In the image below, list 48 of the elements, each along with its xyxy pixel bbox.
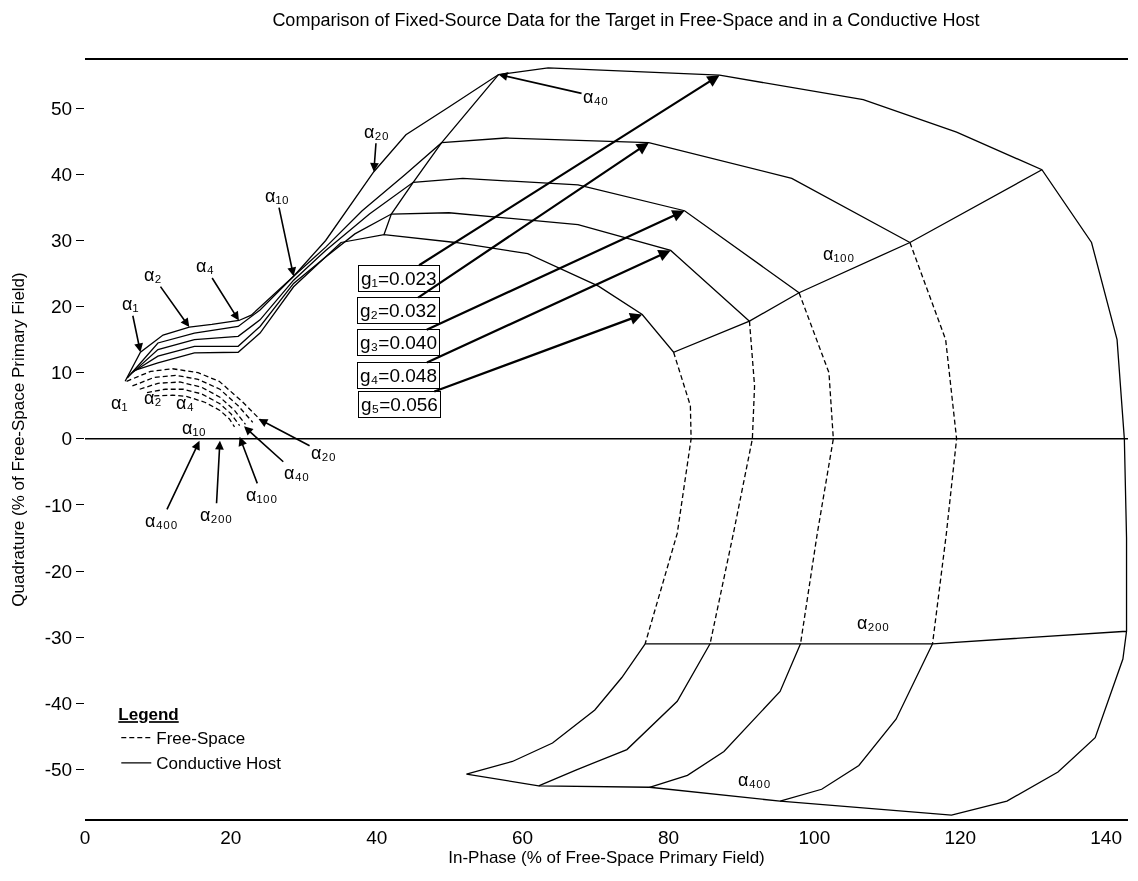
x-tick-label: 40 bbox=[366, 826, 388, 848]
legend-title: Legend bbox=[118, 705, 179, 725]
y-tick-label: -50 bbox=[44, 759, 73, 781]
annotation: α₄₀₀ bbox=[145, 511, 178, 531]
annotation: α₂₀ bbox=[311, 443, 336, 463]
annotation: g₃=0.040 bbox=[360, 332, 437, 353]
annotation: α₂₀ bbox=[364, 122, 389, 142]
annotation: α₂ bbox=[144, 388, 162, 408]
annotation: α₄ bbox=[176, 393, 194, 413]
annotation: g₂=0.032 bbox=[360, 300, 437, 321]
annotation: α₄ bbox=[196, 256, 214, 276]
annotation: α₁ bbox=[111, 393, 128, 413]
annotation: α₂₀₀ bbox=[857, 613, 890, 633]
annotation: α₄₀ bbox=[583, 87, 609, 107]
annotation: α₁₀₀ bbox=[246, 485, 278, 505]
legend-label: Conductive Host bbox=[156, 754, 282, 774]
legend-label: Free-Space bbox=[156, 729, 246, 749]
annotation: α₁₀₀ bbox=[823, 244, 855, 264]
y-tick-label: 20 bbox=[51, 296, 73, 318]
x-tick-label: 120 bbox=[944, 826, 977, 848]
x-tick-label: 140 bbox=[1090, 826, 1122, 848]
y-tick-label: 0 bbox=[61, 428, 73, 450]
chart-title: Comparison of Fixed-Source Data for the Target in Free-Space and in a Conductive Host bbox=[272, 9, 980, 30]
y-tick-label: 50 bbox=[51, 97, 73, 119]
annotation: g₄=0.048 bbox=[360, 365, 437, 386]
y-tick-label: -20 bbox=[44, 560, 73, 582]
x-tick-label: 0 bbox=[79, 826, 91, 848]
annotation: α₄₀ bbox=[284, 463, 310, 483]
x-axis-title: In-Phase (% of Free-Space Primary Field) bbox=[448, 847, 765, 867]
annotation: α₁₀ bbox=[265, 186, 289, 206]
y-axis-title: Quadrature (% of Free-Space Primary Field) bbox=[9, 272, 29, 607]
y-tick-label: -30 bbox=[44, 626, 73, 648]
annotation: α₂₀₀ bbox=[200, 505, 233, 525]
annotation: α₂ bbox=[144, 265, 162, 285]
y-tick-label: -10 bbox=[44, 494, 73, 516]
annotation: g₁=0.023 bbox=[361, 268, 437, 289]
x-tick-label: 80 bbox=[657, 826, 680, 848]
y-tick-label: 40 bbox=[51, 164, 73, 186]
y-tick-label: -40 bbox=[44, 692, 73, 714]
annotation: α₄₀₀ bbox=[738, 770, 771, 790]
annotation: α₁₀ bbox=[182, 418, 206, 438]
x-tick-label: 20 bbox=[220, 826, 242, 848]
annotation: g₅=0.056 bbox=[361, 394, 438, 415]
y-tick-label: 10 bbox=[51, 362, 73, 384]
y-tick-label: 30 bbox=[51, 230, 73, 252]
x-tick-label: 60 bbox=[512, 826, 534, 848]
annotation: α₁ bbox=[122, 294, 139, 314]
x-tick-label: 100 bbox=[798, 826, 831, 848]
